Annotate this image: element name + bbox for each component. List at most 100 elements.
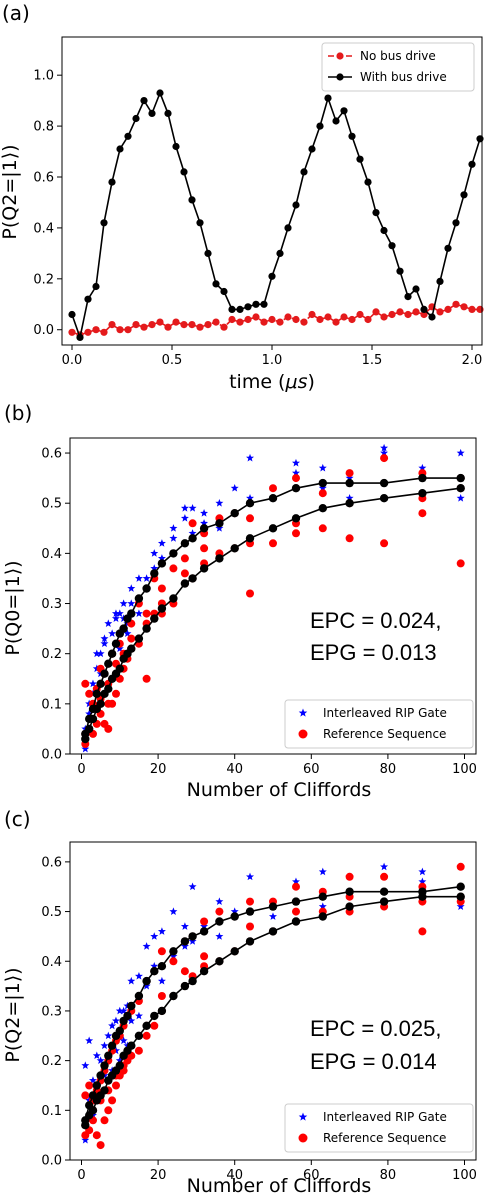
panel-a-series-with-bus-drive-point — [84, 295, 92, 303]
panel-a-series-no-bus-drive-point — [132, 321, 140, 329]
panel-a-series-no-bus-drive-point — [108, 321, 116, 329]
panel-c-series-reference-sequence-point — [180, 967, 189, 976]
panel-b-series-reference-sequence-point — [104, 699, 113, 708]
panel-a-xtick-label: 1.5 — [362, 353, 383, 368]
panel-a-series-with-bus-drive-point — [292, 201, 300, 209]
panel-a-series-with-bus-drive-point — [348, 132, 356, 140]
panel-c-series-reference-sequence-point — [108, 1096, 117, 1105]
panel-a-series-no-bus-drive-point — [100, 328, 108, 336]
panel-c-series-reference-sequence-point — [169, 957, 178, 966]
panel-c-series-fit-3-point — [456, 892, 465, 901]
panel-a-series-no-bus-drive-point — [172, 318, 180, 326]
panel-b-ytick-label: 0.5 — [41, 497, 62, 512]
panel-a-series-no-bus-drive-point — [476, 305, 484, 313]
panel-a-legend-marker — [336, 73, 344, 81]
panel-b-series-interleaved-rip-gate-point — [345, 493, 354, 502]
panel-a-series-with-bus-drive-point — [308, 145, 316, 153]
panel-a-series-no-bus-drive-point — [260, 318, 268, 326]
panel-a-series-no-bus-drive-point — [292, 315, 300, 324]
panel-a-series-no-bus-drive-point — [164, 323, 172, 331]
panel-c-series-interleaved-rip-gate-point — [108, 1021, 117, 1030]
panel-b-series-fit-3-point — [418, 489, 427, 498]
panel-b-epg-annotation: EPG = 0.013 — [310, 640, 437, 665]
panel-a-xtick-label: 1.0 — [262, 353, 283, 368]
panel-a-series-with-bus-drive-point — [460, 191, 468, 199]
panel-a-series-with-bus-drive-point — [436, 277, 444, 285]
panel-c-legend-marker — [298, 1112, 308, 1121]
panel-a-legend-marker — [336, 52, 344, 60]
panel-a-series-no-bus-drive-point — [404, 310, 412, 319]
panel-b-series-interleaved-rip-gate-point — [200, 509, 209, 517]
panel-a-series-no-bus-drive-point — [92, 326, 100, 334]
panel-b-series-interleaved-rip-gate-point — [108, 629, 117, 638]
panel-a-series-with-bus-drive-point — [324, 94, 332, 102]
panel-c-series-reference-sequence-point — [200, 952, 209, 961]
panel-b-series-fit-2-point — [142, 584, 151, 593]
panel-c-ytick-label: 0.3 — [41, 1004, 62, 1019]
panel-a-series-with-bus-drive-point — [92, 282, 100, 291]
panel-c-series-fit-2-point — [180, 937, 190, 946]
panel-c-xtick-label: 100 — [452, 1168, 477, 1183]
panel-b-series-fit-3-point — [115, 664, 125, 673]
panel-a-series-no-bus-drive-point — [436, 308, 444, 316]
panel-a-series-with-bus-drive-point — [180, 168, 188, 176]
panel-a-series-no-bus-drive-point — [196, 323, 204, 331]
panel-a-series-with-bus-drive-point — [300, 168, 308, 176]
panel-b-series-reference-sequence-point — [127, 634, 136, 643]
panel-a-series-no-bus-drive-point — [412, 308, 420, 316]
panel-b-xtick-label: 60 — [303, 762, 320, 777]
panel-a-series-no-bus-drive-point — [188, 321, 196, 329]
panel-b-series-interleaved-rip-gate-point — [111, 614, 120, 622]
panel-a-series-with-bus-drive-point — [356, 155, 364, 163]
panel-b-series-reference-sequence-point — [418, 509, 427, 518]
panel-b-series-interleaved-rip-gate-point — [230, 483, 239, 492]
panel-b-series-fit-3-point — [127, 644, 136, 653]
panel-a-series-no-bus-drive-point — [276, 318, 284, 326]
panel-a-series-with-bus-drive-point — [268, 272, 276, 280]
panel-c-series-fit-2-point — [169, 947, 178, 956]
panel-b-series-fit-3-point — [88, 714, 98, 724]
panel-a-label: (a) — [2, 1, 30, 25]
panel-c-series-fit-2-point — [127, 1001, 136, 1011]
panel-a: (a) P(Q2=|1⟩) time (μs) 0.0 0.5 1.0 1.5 2.00… — [0, 1, 484, 393]
panel-a-ytick-label: 0.6 — [33, 171, 54, 186]
panel-c-series-fit-3-point — [157, 1006, 167, 1016]
panel-b-series-interleaved-rip-gate-point — [127, 584, 136, 592]
panel-c-series-reference-sequence-point — [96, 1141, 105, 1150]
panel-a-ytick-label: 0.8 — [33, 120, 54, 135]
panel-c-series-fit-2-point — [199, 927, 209, 936]
panel-b-series-interleaved-rip-gate-point — [150, 564, 159, 572]
panel-a-series-with-bus-drive-point — [420, 305, 428, 313]
panel-a-xtick-label: 0.5 — [162, 353, 183, 368]
panel-b-series-fit-2-point — [157, 559, 167, 568]
panel-c-series-interleaved-rip-gate-point — [418, 877, 427, 886]
panel-a-series-no-bus-drive-point — [308, 310, 316, 319]
panel-b-series-interleaved-rip-gate-point — [96, 649, 105, 658]
panel-b-series-interleaved-rip-gate-point — [291, 468, 300, 477]
panel-b-series-fit-3-point — [169, 594, 178, 603]
panel-b: (b) P(Q0=|1⟩) Number of Cliffords EPC = … — [2, 401, 477, 801]
panel-b-series-interleaved-rip-gate-point — [119, 599, 128, 607]
panel-c-series-interleaved-rip-gate-point — [180, 942, 189, 950]
panel-b-series-fit-2-point — [199, 524, 209, 533]
panel-c-ytick-label: 0.2 — [41, 1054, 62, 1069]
panel-b-series-fit-3-point — [318, 504, 327, 513]
panel-b-ytick-label: 0.2 — [41, 647, 62, 662]
panel-a-series-with-bus-drive-point — [340, 107, 348, 115]
panel-c-xtick-label: 20 — [150, 1168, 167, 1183]
panel-b-series-fit-3-point — [150, 614, 159, 623]
panel-c: (c) P(Q2=|1⟩) Number of Cliffords EPC = … — [2, 807, 477, 1195]
panel-a-series-no-bus-drive-point — [212, 318, 220, 326]
panel-c-legend-label: Interleaved RIP Gate — [323, 1110, 447, 1124]
panel-b-series-interleaved-rip-gate-point — [115, 644, 124, 653]
panel-b-series-fit-3-point — [245, 534, 255, 543]
panel-b-series-interleaved-rip-gate-point — [100, 634, 109, 643]
panel-b-series-fit-2-point — [104, 659, 113, 668]
panel-c-epg-annotation: EPG = 0.014 — [310, 1049, 437, 1074]
panel-b-series-interleaved-rip-gate-point — [180, 514, 189, 522]
panel-c-series-fit-3-point — [291, 917, 301, 926]
panel-a-series-no-bus-drive-point — [116, 326, 124, 334]
panel-c-series-interleaved-rip-gate-point — [134, 1011, 143, 1020]
panel-b-series-interleaved-rip-gate-point — [134, 609, 143, 617]
panel-b-series-interleaved-rip-gate-point — [188, 504, 197, 512]
